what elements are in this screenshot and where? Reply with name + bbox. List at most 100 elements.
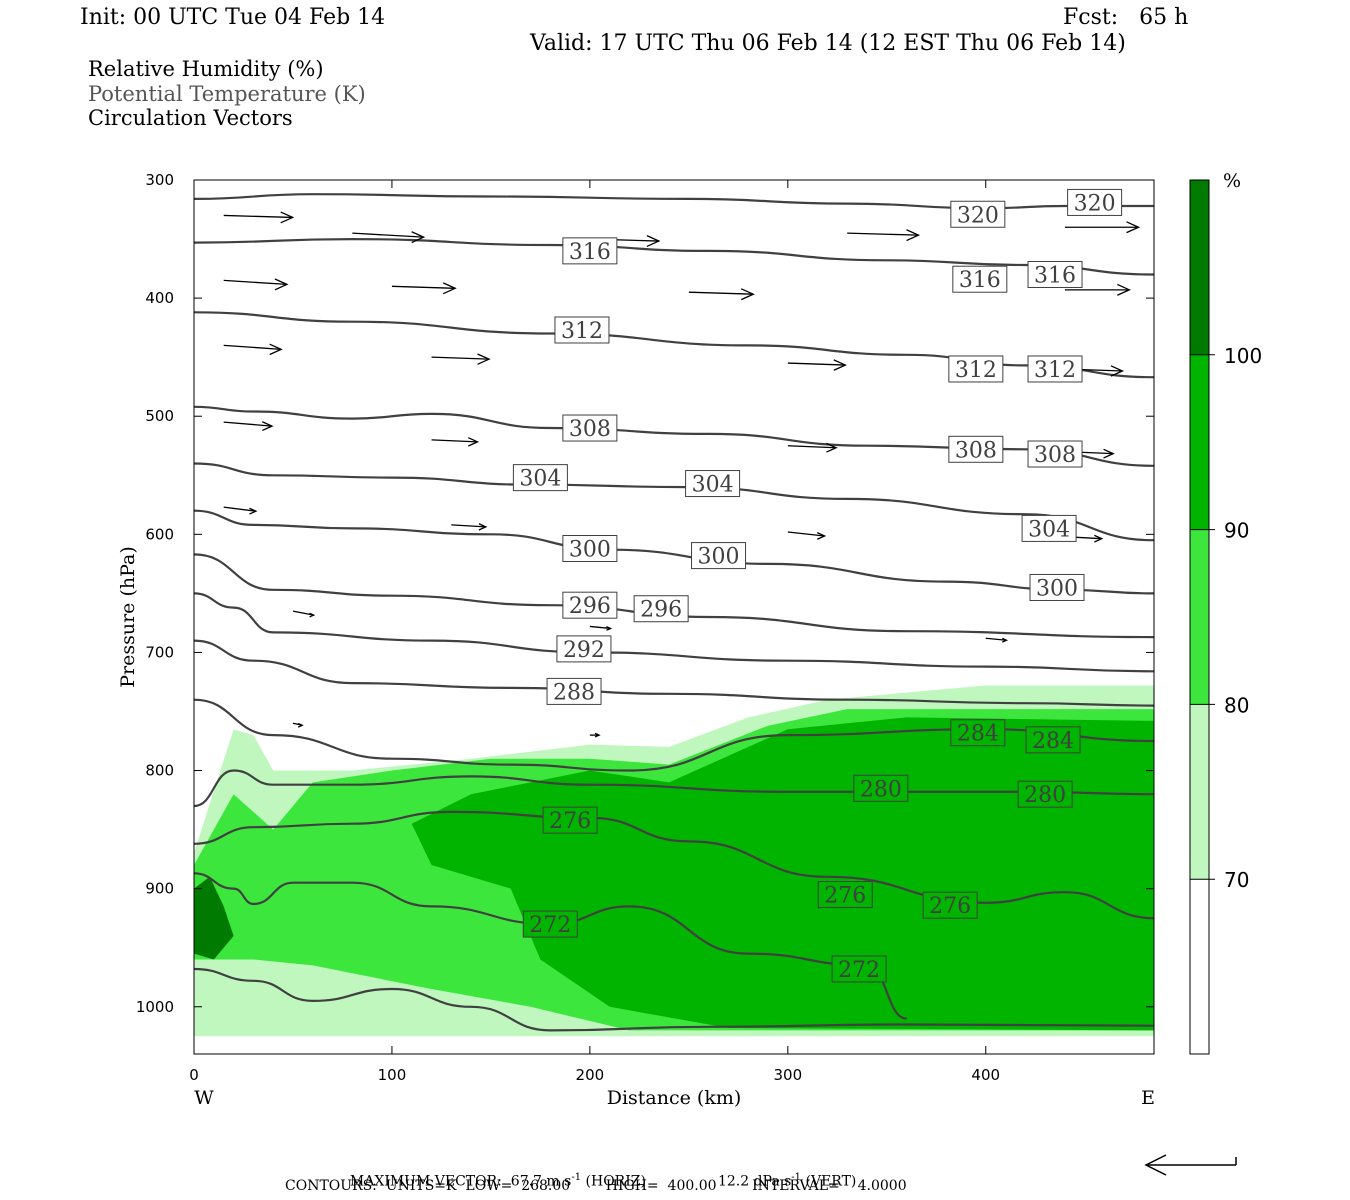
- contour-label: 300: [562, 534, 618, 562]
- legend-rh: Relative Humidity (%): [88, 57, 324, 81]
- theta-contour-312: [194, 311, 1154, 379]
- max-vector-vert-label: (VERT): [801, 1173, 857, 1190]
- vector-arrow: [352, 231, 426, 244]
- contour-label: 300: [691, 542, 747, 570]
- contour-label-text: 280: [860, 777, 902, 802]
- vector-arrow: [787, 359, 847, 371]
- colorbar-segment: [1190, 180, 1209, 355]
- vector-arrow: [223, 421, 274, 432]
- contour-label: 304: [685, 470, 741, 498]
- contour-label-text: 276: [824, 884, 866, 909]
- colorbar-tick-label: 70: [1224, 868, 1249, 892]
- rh-shading: [194, 685, 1154, 1037]
- y-tick-label: 900: [145, 880, 174, 898]
- contour-label-text: 316: [1034, 263, 1076, 288]
- vector-arrow: [787, 442, 838, 453]
- contour-label: 284: [950, 719, 1006, 747]
- y-axis-label: Pressure (hPa): [117, 546, 139, 688]
- contour-label-text: 312: [561, 319, 603, 344]
- theta-contour-316: [194, 237, 1154, 276]
- vector-arrow: [431, 437, 480, 447]
- contour-label: 312: [948, 355, 1004, 383]
- contour-label: 284: [1025, 726, 1081, 754]
- y-tick-label: 600: [145, 525, 174, 543]
- max-vector-exp: -1: [571, 1172, 582, 1183]
- x-east-label: E: [1141, 1087, 1155, 1109]
- vector-arrow: [223, 278, 289, 291]
- contour-label-text: 300: [1036, 576, 1078, 601]
- vector-arrow: [847, 229, 921, 242]
- contour-label: 292: [556, 635, 612, 663]
- valid-time: Valid: 17 UTC Thu 06 Feb 14 (12 EST Thu …: [530, 31, 1126, 56]
- contour-label-text: 320: [957, 203, 999, 228]
- vector-arrow: [589, 732, 601, 738]
- contour-label: 296: [633, 595, 689, 623]
- x-tick-label: 200: [576, 1066, 605, 1084]
- forecast-hour: Fcst: 65 h: [1063, 5, 1189, 30]
- vector-arrow: [688, 288, 755, 301]
- contour-label: 272: [522, 910, 578, 938]
- max-vector-horiz: (HORIZ): [581, 1173, 646, 1190]
- y-tick-label: 800: [145, 762, 174, 780]
- colorbar-segment: [1190, 354, 1209, 530]
- vector-arrow: [787, 531, 827, 540]
- colorbar-tick-label: 100: [1224, 344, 1262, 368]
- contour-label: 304: [512, 464, 568, 492]
- contour-label-text: 304: [519, 467, 561, 492]
- contour-label: 304: [1021, 514, 1077, 542]
- footer-max-vector: MAXIMUM VECTOR: 67.7 m s-1 (HORIZ) 12.2 d…: [341, 1159, 856, 1189]
- contour-label: 316: [1027, 260, 1083, 288]
- contour-label: 316: [952, 265, 1008, 293]
- contour-label-text: 304: [1028, 517, 1070, 542]
- colorbar-tick-label: 80: [1224, 693, 1249, 717]
- contour-label: 280: [1017, 780, 1073, 808]
- rh-region-90: [411, 717, 1154, 1031]
- contour-label: 312: [554, 316, 610, 344]
- contour-label-text: 304: [692, 473, 734, 498]
- contour-label: 300: [1029, 573, 1085, 601]
- contour-label-text: 280: [1024, 783, 1066, 808]
- x-axis-label: Distance (km): [607, 1087, 742, 1109]
- contour-label-text: 308: [955, 438, 997, 463]
- theta-contours: [194, 193, 1154, 1032]
- contour-labels: 320 320 316 316 316 312 312 312 308 308 308 304 304 3…: [512, 188, 1123, 983]
- contour-label: 280: [853, 774, 909, 802]
- colorbar-segment: [1190, 704, 1209, 880]
- contour-label-text: 276: [929, 894, 971, 919]
- theta-contour-288: [194, 639, 1154, 707]
- contour-label-text: 288: [553, 680, 595, 705]
- contour-label: 308: [948, 435, 1004, 463]
- max-vector-vert-exp: -1: [791, 1172, 802, 1183]
- contour-label: 312: [1027, 355, 1083, 383]
- colorbar-tick-label: 90: [1224, 519, 1249, 543]
- contour-label-text: 272: [838, 958, 880, 983]
- contour-label-text: 316: [569, 240, 611, 265]
- legend-vectors: Circulation Vectors: [88, 106, 293, 130]
- y-tick-label: 1000: [136, 998, 174, 1016]
- contour-label: 316: [562, 237, 618, 265]
- theta-contour-308: [194, 405, 1154, 467]
- contour-label-text: 276: [549, 809, 591, 834]
- x-tick-label: 300: [773, 1066, 802, 1084]
- contour-label: 320: [1067, 188, 1123, 216]
- colorbar-segment: [1190, 879, 1209, 1054]
- contour-label-text: 296: [569, 594, 611, 619]
- contour-label-text: 308: [1034, 443, 1076, 468]
- max-vector-vert: 12.2 dPa s: [717, 1173, 792, 1190]
- theta-contour-304: [194, 462, 1154, 542]
- contour-label-text: 300: [698, 545, 740, 570]
- contour-label: 276: [542, 806, 598, 834]
- contour-label-text: 284: [957, 722, 999, 747]
- y-tick-label: 500: [145, 407, 174, 425]
- x-west-label: W: [194, 1087, 214, 1109]
- theta-contour-276: [194, 810, 1154, 920]
- contour-label: 308: [1027, 440, 1083, 468]
- contour-label-text: 272: [529, 913, 571, 938]
- contour-label-text: 320: [1074, 191, 1116, 216]
- y-tick-label: 400: [145, 289, 174, 307]
- contour-label: 276: [817, 881, 873, 909]
- vector-arrow: [292, 722, 304, 728]
- footer-contours: CONTOURS: UNITS=K LOW= 268.00 HIGH= 400.…: [285, 1178, 907, 1194]
- contour-label-text: 284: [1032, 729, 1074, 754]
